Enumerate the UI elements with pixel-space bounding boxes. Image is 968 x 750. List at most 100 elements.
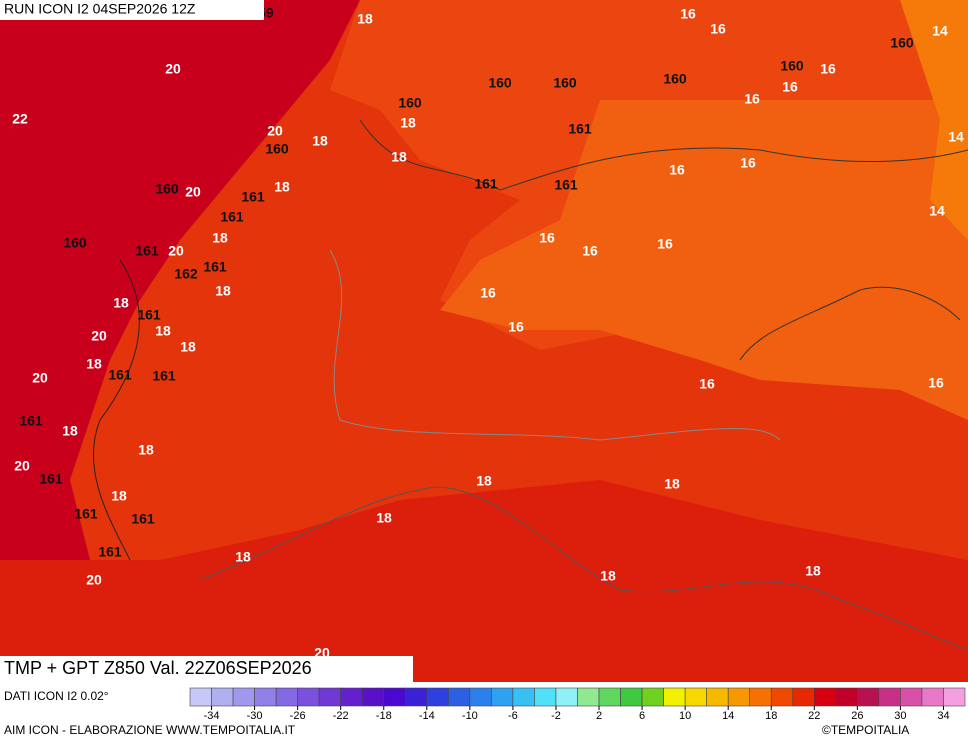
contour-label: 18 xyxy=(312,133,328,149)
contour-label: 161 xyxy=(474,176,498,192)
colorbar-swatch xyxy=(792,687,815,707)
contour-label: 16 xyxy=(657,236,673,252)
contour-label: 160 xyxy=(553,75,577,91)
contour-label: 161 xyxy=(220,209,244,225)
colorbar: -34 -30 -26 -22 -18 -14 -10 -6 -2 2 6 10 14 18 22 26 30 3… xyxy=(189,687,966,722)
contour-label: 18 xyxy=(274,179,290,195)
contour-label: 16 xyxy=(508,319,524,335)
contour-label: 161 xyxy=(554,177,578,193)
contour-label: 161 xyxy=(568,121,592,137)
contour-label: 161 xyxy=(203,259,227,275)
contour-label: 20 xyxy=(91,328,107,344)
contour-label: 16 xyxy=(740,155,756,171)
colorbar-swatch xyxy=(555,687,578,707)
contour-label: 160 xyxy=(63,235,87,251)
contour-label: 20 xyxy=(165,61,181,77)
colorbar-tick-label: 14 xyxy=(722,710,734,722)
colorbar-tick-label: 10 xyxy=(679,710,691,722)
contour-label: 161 xyxy=(137,307,161,323)
contour-label: 16 xyxy=(669,162,685,178)
contour-label: 16 xyxy=(710,21,726,37)
contour-label: 18 xyxy=(62,423,78,439)
contour-label: 18 xyxy=(180,339,196,355)
contour-label: 16 xyxy=(480,285,496,301)
colorbar-swatch xyxy=(232,687,255,707)
colorbar-swatch xyxy=(684,687,707,707)
contour-label: 16 xyxy=(928,375,944,391)
contour-label: 20 xyxy=(32,370,48,386)
contour-label: 16 xyxy=(744,91,760,107)
contour-label: 20 xyxy=(86,572,102,588)
header-box xyxy=(0,0,264,20)
colorbar-swatch xyxy=(577,687,600,707)
colorbar-swatch xyxy=(211,687,234,707)
contour-label: 20 xyxy=(185,184,201,200)
colorbar-swatch xyxy=(814,687,837,707)
colorbar-swatch xyxy=(404,687,428,707)
colorbar-swatch xyxy=(663,687,686,707)
contour-label: 16 xyxy=(539,230,555,246)
contour-label: 16 xyxy=(782,79,798,95)
colorbar-swatch xyxy=(900,687,923,707)
colorbar-tick-label: -30 xyxy=(247,710,263,722)
contour-label: 18 xyxy=(664,476,680,492)
colorbar-tick-label: 2 xyxy=(596,710,602,722)
colorbar-tick-label: -2 xyxy=(551,710,561,722)
colorbar-swatch xyxy=(706,687,729,707)
contour-label: 160 xyxy=(265,141,289,157)
contour-label: 161 xyxy=(135,243,159,259)
contour-labels: 1591816161601420160160160160161616221601… xyxy=(12,5,964,661)
colorbar-tick-label: 22 xyxy=(808,710,820,722)
colorbar-swatch xyxy=(297,687,320,707)
contour-label: 18 xyxy=(391,149,407,165)
contour-label: 160 xyxy=(663,71,687,87)
contour-label: 160 xyxy=(890,35,914,51)
contour-label: 160 xyxy=(155,181,179,197)
colorbar-swatch xyxy=(641,687,664,707)
contour-label: 14 xyxy=(929,203,945,219)
contour-label: 20 xyxy=(14,458,30,474)
contour-label: 14 xyxy=(948,129,964,145)
contour-label: 18 xyxy=(86,356,102,372)
data-source: DATI ICON I2 0.02° xyxy=(4,689,109,703)
contour-label: 161 xyxy=(241,189,265,205)
colorbar-swatch xyxy=(770,687,794,707)
colorbar-swatch xyxy=(727,687,751,707)
colorbar-swatch xyxy=(361,687,385,707)
contour-label: 161 xyxy=(108,367,132,383)
contour-label: 18 xyxy=(600,568,616,584)
colorbar-swatch xyxy=(512,687,535,707)
contour-label: 161 xyxy=(131,511,155,527)
colorbar-swatch xyxy=(189,687,212,707)
contour-label: 22 xyxy=(12,111,28,127)
logo: ©TEMPOITALIA xyxy=(822,723,909,737)
colorbar-tick-label: 6 xyxy=(639,710,645,722)
colorbar-swatch xyxy=(318,687,341,707)
colorbar-swatch xyxy=(448,687,471,707)
contour-label: 161 xyxy=(98,544,122,560)
credit: AIM ICON - ELABORAZIONE WWW.TEMPOITALIA.… xyxy=(4,723,296,737)
colorbar-swatch xyxy=(921,687,944,707)
contour-label: 16 xyxy=(820,61,836,77)
colorbar-swatch xyxy=(835,687,858,707)
contour-label: 18 xyxy=(215,283,231,299)
colorbar-tick-label: -26 xyxy=(290,710,306,722)
colorbar-swatch xyxy=(749,687,772,707)
colorbar-swatch xyxy=(857,687,880,707)
map-background xyxy=(0,0,968,682)
contour-label: 18 xyxy=(476,473,492,489)
colorbar-swatch xyxy=(878,687,901,707)
colorbar-tick-label: 18 xyxy=(765,710,777,722)
colorbar-swatch xyxy=(491,687,514,707)
title-box xyxy=(0,656,413,683)
contour-label: 18 xyxy=(113,295,129,311)
colorbar-tick-label: 34 xyxy=(937,710,949,722)
colorbar-tick-label: -6 xyxy=(508,710,518,722)
colorbar-swatch xyxy=(469,687,492,707)
colorbar-tick-label: 26 xyxy=(851,710,863,722)
contour-label: 160 xyxy=(398,95,422,111)
contour-label: 20 xyxy=(168,243,184,259)
colorbar-swatch xyxy=(383,687,406,707)
contour-label: 16 xyxy=(680,6,696,22)
contour-label: 160 xyxy=(780,58,804,74)
